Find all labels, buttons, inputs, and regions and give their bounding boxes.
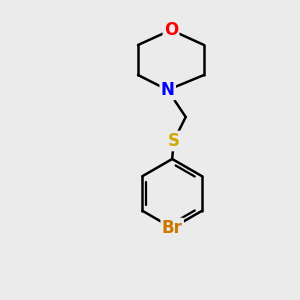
Text: S: S bbox=[168, 132, 180, 150]
Text: O: O bbox=[164, 21, 178, 39]
Text: N: N bbox=[161, 81, 175, 99]
Text: Br: Br bbox=[162, 219, 183, 237]
